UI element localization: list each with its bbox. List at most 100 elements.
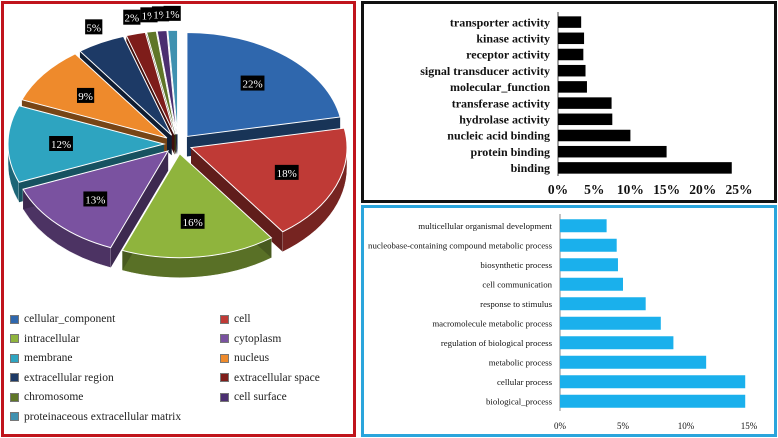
pie-slice-wall: [191, 147, 283, 252]
pie-chart: 22%18%16%13%12%9%5%2% 1%1%1%: [7, 5, 348, 278]
pie-value-label-box: [240, 75, 265, 91]
legend-label: cell surface: [234, 391, 287, 403]
legend-swatch: [10, 314, 19, 324]
cellular-component-panel: 22% 18% 16% 13% 12% 9% 5% 2% 1% 1% 1% cellular_com…: [1, 1, 356, 437]
bar: [560, 277, 623, 291]
legend-swatch: [10, 373, 19, 382]
bar: [558, 113, 613, 126]
legend-item: extracellular region: [10, 372, 114, 384]
category-label: metabolic process: [489, 357, 553, 367]
category-label: nucleobase-containing compound metabolic…: [368, 240, 553, 250]
legend-swatch: [220, 353, 229, 363]
bar: [558, 97, 612, 109]
legend-item: intracellular: [10, 333, 80, 345]
category-label: signal transducer activity: [420, 64, 550, 78]
category-label: multicellular organismal development: [418, 221, 552, 231]
legend-item: membrane: [10, 352, 73, 364]
legend-label: membrane: [24, 352, 73, 364]
legend-swatch: [220, 373, 229, 382]
x-tick-label: 20%: [689, 182, 716, 197]
bar: [560, 375, 746, 389]
category-label: cellular process: [497, 377, 553, 387]
pie-slice: [7, 105, 166, 183]
pie-value-label: 18%: [277, 168, 297, 180]
legend-item: cytoplasm: [220, 333, 281, 345]
category-label: nucleic acid binding: [447, 129, 550, 143]
legend-swatch: [10, 353, 19, 363]
category-label: kinase activity: [476, 32, 550, 46]
pie-value-label-box: [85, 19, 103, 35]
legend-label: nucleus: [234, 352, 270, 364]
pie-value-label: 13%: [85, 194, 105, 206]
pie-slice: [167, 29, 179, 135]
legend-label: extracellular space: [234, 371, 320, 384]
legend-item: cell: [220, 313, 251, 325]
legend-swatch: [220, 392, 229, 402]
category-label: receptor activity: [466, 48, 550, 62]
category-label: cell communication: [482, 279, 552, 289]
x-tick-label: 0%: [554, 421, 567, 431]
pie-value-label-box: [180, 213, 205, 229]
legend-swatch: [10, 412, 19, 421]
legend-label: intracellular: [24, 332, 80, 345]
pie-value-label: 16%: [183, 217, 203, 229]
x-tick-label: 5%: [584, 182, 604, 197]
category-label: protein binding: [471, 145, 550, 159]
bar: [560, 238, 617, 252]
legend-swatch: [10, 334, 19, 343]
pie-slice: [145, 30, 177, 135]
pie-value-label: 22%: [242, 79, 262, 91]
legend-item: extracellular space: [220, 372, 320, 384]
bar: [558, 64, 586, 77]
category-label: macromolecule metabolic process: [432, 318, 552, 328]
pie-value-label: 2%: [125, 13, 140, 25]
pie-slice: [21, 53, 168, 139]
x-tick-label: 25%: [726, 182, 753, 197]
legend-label: cell: [234, 313, 251, 325]
legend-item: proteinaceous extracellular matrix: [10, 411, 181, 423]
biological-process-panel: biological_process cellular process metabo…: [361, 205, 777, 437]
pie-slice: [121, 152, 273, 259]
legend-item: chromosome: [10, 391, 83, 403]
x-tick-label: 0%: [548, 182, 568, 197]
x-tick-label: 15%: [741, 421, 758, 431]
x-tick-label: 15%: [653, 182, 680, 197]
category-label: transporter activity: [450, 15, 550, 29]
pie-value-label-box: [274, 164, 299, 180]
pie-slice: [189, 127, 348, 233]
bar: [560, 297, 646, 311]
category-label: transferase activity: [452, 96, 550, 110]
molecular-function-panel: binding protein binding nucleic acid bindi…: [361, 1, 777, 203]
bar: [560, 258, 618, 272]
category-label: hydrolase activity: [459, 113, 550, 127]
molecular-function-bar-chart: binding protein binding nucleic acid bindi…: [420, 12, 753, 197]
legend-item: cellular_component: [10, 313, 115, 325]
pie-value-label-box: [163, 5, 181, 21]
x-tick-label: 10%: [617, 182, 644, 197]
pie-value-label-box: [123, 9, 141, 25]
legend-item: nucleus: [220, 352, 269, 364]
pie-value-label-box: [49, 136, 73, 151]
biological-process-bar-chart: biological_process cellular process metabo…: [368, 214, 758, 431]
bar: [558, 81, 587, 93]
bar: [560, 394, 746, 408]
pie-slice: [79, 35, 173, 136]
pie-slice: [156, 29, 178, 135]
bar: [558, 129, 631, 142]
pie-value-label-box: [76, 87, 95, 103]
bar: [560, 316, 661, 330]
legend-swatch: [10, 392, 19, 402]
category-label: biological_process: [486, 396, 553, 406]
category-label: molecular_function: [450, 80, 550, 94]
pie-slice: [125, 31, 175, 135]
legend-label: proteinaceous extracellular matrix: [24, 410, 182, 423]
legend-label: chromosome: [24, 391, 84, 403]
bar: [560, 355, 707, 369]
legend-swatch: [220, 334, 229, 343]
legend-label: cellular_component: [24, 313, 116, 325]
pie-slice-wall: [110, 150, 169, 268]
legend-item: cell surface: [220, 391, 287, 403]
bar: [560, 336, 674, 350]
bar: [558, 48, 584, 61]
legend-label: extracellular region: [24, 371, 114, 384]
